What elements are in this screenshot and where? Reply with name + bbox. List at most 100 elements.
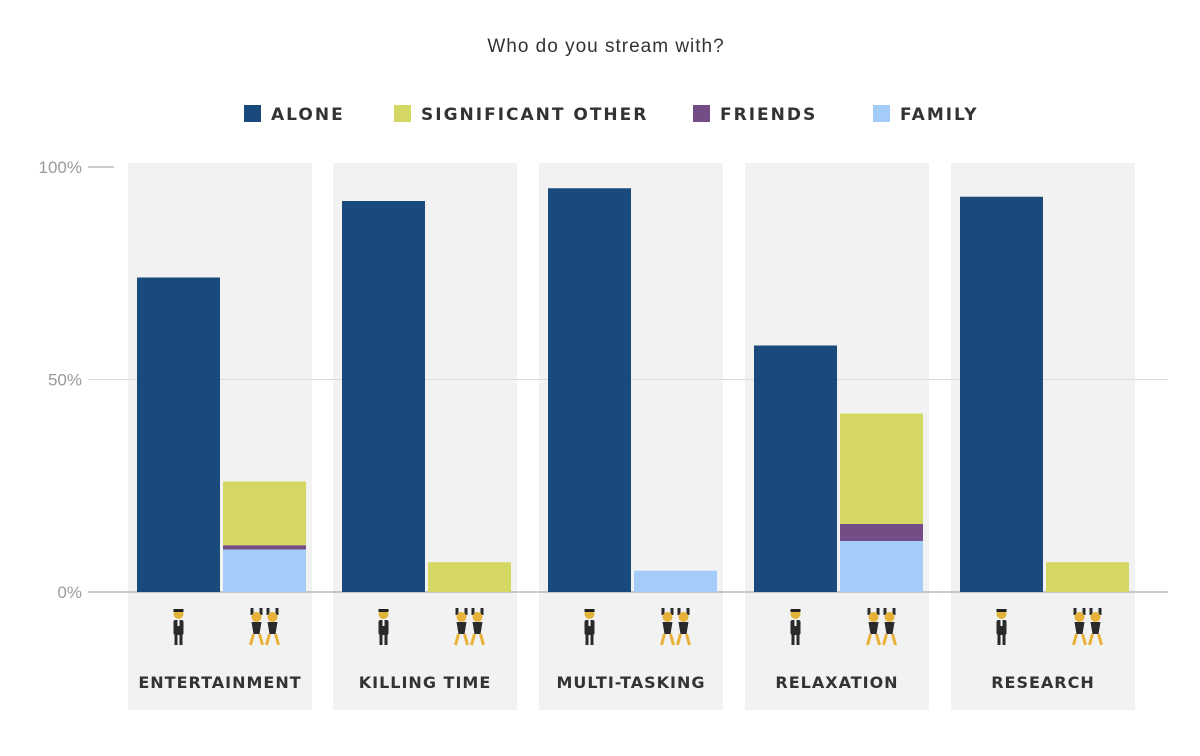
dancer-head (267, 612, 278, 622)
person-leg-right (179, 635, 183, 645)
category-label: RELAXATION (775, 673, 898, 692)
legend: ALONE SIGNIFICANT OTHER FRIENDS FAMILY (244, 105, 979, 125)
dancer-ear-right (1082, 608, 1086, 615)
dancer-icon (249, 608, 264, 646)
person-hair (584, 609, 595, 612)
category-label: ENTERTAINMENT (138, 673, 301, 692)
dancer-legs (882, 633, 897, 646)
legend-swatch (693, 105, 710, 122)
person-shirt (588, 620, 591, 626)
chart-title: Who do you stream with? (487, 36, 724, 57)
dancer-ear-right (876, 608, 880, 615)
bar-segment-significant-other-relaxation (840, 413, 923, 524)
person-icon-entertainment (173, 609, 184, 645)
dancer-icon (676, 608, 691, 646)
dancer-legs (470, 633, 485, 646)
dancer-ear-left (867, 608, 871, 615)
category-label: RESEARCH (991, 673, 1095, 692)
person-shirt (794, 620, 797, 626)
dancer-ear-left (471, 608, 475, 615)
dancer-body (472, 622, 483, 634)
group-icons (173, 608, 1103, 646)
person-body (996, 620, 1007, 635)
dancer-ear-right (670, 608, 674, 615)
dancer-head (678, 612, 689, 622)
person-hair (790, 609, 801, 612)
y-axis: 100% 50% 0% (39, 158, 82, 602)
person-body (790, 620, 801, 635)
y-tick-label: 0% (57, 583, 82, 602)
bar-segment-family-entertainment (223, 549, 306, 592)
bar-alone-research (960, 196, 1043, 592)
dancer-legs (660, 633, 675, 646)
dancer-body (456, 622, 467, 634)
dancer-ear-right (480, 608, 484, 615)
dancer-ear-left (455, 608, 459, 615)
bar-alone-multi-tasking (548, 188, 631, 592)
dancer-icon (882, 608, 897, 646)
bar-alone-entertainment (137, 277, 220, 592)
dancer-body (1074, 622, 1085, 634)
dancer-legs (676, 633, 691, 646)
dancer-ear-left (677, 608, 681, 615)
legend-label: FRIENDS (720, 105, 817, 125)
person-shirt (177, 620, 180, 626)
pair-icon-entertainment (249, 608, 280, 646)
legend-label: SIGNIFICANT OTHER (421, 105, 648, 125)
pair-icon-multi-tasking (660, 608, 691, 646)
person-hair (378, 609, 389, 612)
category-label: MULTI-TASKING (556, 673, 705, 692)
dancer-ear-right (259, 608, 263, 615)
dancer-head (1090, 612, 1101, 622)
dancer-icon (1088, 608, 1103, 646)
bar-segment-friends-relaxation (840, 524, 923, 541)
dancer-body (868, 622, 879, 634)
person-leg-left (379, 635, 383, 645)
dancer-legs (249, 633, 264, 646)
person-leg-left (174, 635, 178, 645)
dancer-ear-left (1089, 608, 1093, 615)
category-labels: ENTERTAINMENT KILLING TIME MULTI-TASKING RE… (138, 673, 1095, 692)
dancer-legs (265, 633, 280, 646)
person-leg-left (791, 635, 795, 645)
y-tick-label: 100% (39, 158, 82, 177)
legend-item-friends: FRIENDS (693, 105, 817, 125)
person-leg-right (796, 635, 800, 645)
person-leg-right (590, 635, 594, 645)
dancer-head (662, 612, 673, 622)
dancer-ear-left (250, 608, 254, 615)
dancer-head (251, 612, 262, 622)
person-icon-multi-tasking (584, 609, 595, 645)
legend-label: FAMILY (900, 105, 979, 125)
person-body (378, 620, 389, 635)
dancer-ear-right (686, 608, 690, 615)
dancer-icon (866, 608, 881, 646)
legend-swatch (394, 105, 411, 122)
person-leg-right (384, 635, 388, 645)
category-label: KILLING TIME (359, 673, 492, 692)
legend-label: ALONE (271, 105, 345, 125)
dancer-legs (866, 633, 881, 646)
person-leg-left (585, 635, 589, 645)
person-icon-relaxation (790, 609, 801, 645)
dancer-ear-left (883, 608, 887, 615)
legend-item-family: FAMILY (873, 105, 979, 125)
pair-icon-research (1072, 608, 1103, 646)
legend-swatch (873, 105, 890, 122)
dancer-body (251, 622, 262, 634)
dancer-icon (470, 608, 485, 646)
bar-alone-relaxation (754, 345, 837, 592)
legend-item-significant-other: SIGNIFICANT OTHER (394, 105, 648, 125)
dancer-head (1074, 612, 1085, 622)
legend-swatch (244, 105, 261, 122)
dancer-ear-right (1098, 608, 1102, 615)
person-leg-right (1002, 635, 1006, 645)
dancer-ear-right (275, 608, 279, 615)
dancer-body (678, 622, 689, 634)
person-body (173, 620, 184, 635)
bar-segment-significant-other-entertainment (223, 481, 306, 546)
y-tick-label: 50% (48, 371, 82, 390)
bar-segment-family-relaxation (840, 541, 923, 592)
dancer-body (662, 622, 673, 634)
